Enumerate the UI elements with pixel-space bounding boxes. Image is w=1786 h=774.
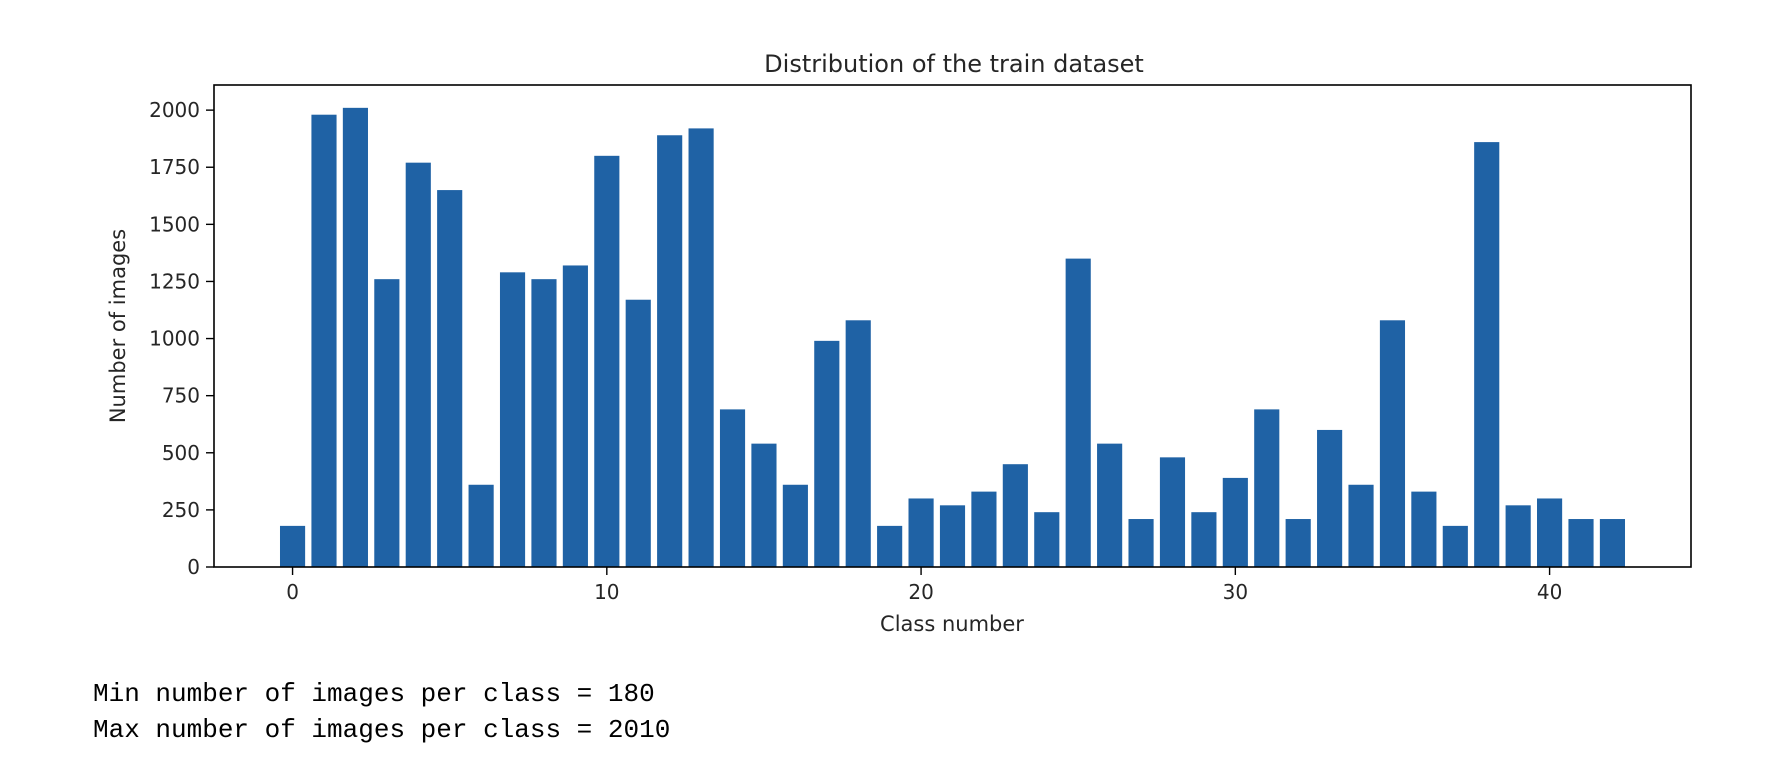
bar-class-7 xyxy=(499,272,526,567)
bar-class-21 xyxy=(939,505,966,567)
bar-class-23 xyxy=(1002,464,1028,567)
bar-class-19 xyxy=(877,525,903,567)
bar-class-13 xyxy=(688,128,714,567)
plot-frame xyxy=(213,84,1692,568)
bar-class-3 xyxy=(374,279,400,567)
bar-class-18 xyxy=(845,320,871,567)
x-tick-label: 40 xyxy=(1537,580,1562,604)
bar-chart: Distribution of the train dataset 0 10 20 3… xyxy=(106,50,1692,636)
x-tick-label: 0 xyxy=(286,580,299,604)
bar-class-22 xyxy=(971,491,997,567)
bar-class-4 xyxy=(405,162,431,568)
bar-class-16 xyxy=(782,484,808,567)
y-tick-label: 250 xyxy=(162,498,200,522)
min-count-output: Min number of images per class = 180 xyxy=(93,679,655,709)
bar-class-0 xyxy=(279,525,306,567)
bar-class-14 xyxy=(719,409,746,567)
bar-class-17 xyxy=(814,340,840,567)
bar-class-31 xyxy=(1254,409,1280,567)
bar-class-24 xyxy=(1034,512,1060,567)
bar-class-30 xyxy=(1222,477,1248,567)
max-count-output: Max number of images per class = 2010 xyxy=(93,715,671,745)
bar-class-27 xyxy=(1128,519,1154,567)
y-tick-label: 500 xyxy=(162,441,200,465)
bar-class-6 xyxy=(468,484,494,567)
bar-class-28 xyxy=(1159,457,1186,567)
bar-class-8 xyxy=(531,279,557,567)
bar-class-42 xyxy=(1599,519,1626,567)
bar-class-5 xyxy=(437,190,463,567)
bar-class-11 xyxy=(625,299,651,567)
bar-class-34 xyxy=(1348,484,1374,567)
bar-class-15 xyxy=(751,443,777,567)
x-tick-label: 20 xyxy=(908,580,933,604)
y-tick-label: 1000 xyxy=(149,327,200,351)
bar-class-35 xyxy=(1379,320,1406,567)
y-tick-label: 0 xyxy=(187,555,200,579)
y-axis-label: Number of images xyxy=(106,229,130,423)
bar-class-32 xyxy=(1285,519,1311,567)
bar-class-36 xyxy=(1411,491,1437,567)
bar-class-10 xyxy=(594,155,620,567)
bar-class-12 xyxy=(657,135,683,567)
x-axis: 0 10 20 30 40 xyxy=(286,567,1562,604)
bar-class-40 xyxy=(1537,498,1563,567)
bar-class-29 xyxy=(1191,512,1217,567)
x-axis-label: Class number xyxy=(880,612,1024,636)
y-axis: 0 250 500 750 1000 1250 1500 1750 2000 xyxy=(149,98,214,579)
y-tick-label: 2000 xyxy=(149,98,200,122)
y-tick-label: 1500 xyxy=(149,212,200,236)
x-tick-label: 10 xyxy=(594,580,619,604)
x-tick-label: 30 xyxy=(1223,580,1248,604)
bar-class-33 xyxy=(1317,429,1343,567)
bar-class-25 xyxy=(1065,258,1091,567)
bar-class-26 xyxy=(1097,443,1123,567)
bar-class-38 xyxy=(1474,142,1500,568)
bar-class-1 xyxy=(311,114,337,567)
bar-class-2 xyxy=(342,107,368,567)
y-tick-label: 750 xyxy=(162,384,200,408)
bars-group xyxy=(279,107,1626,568)
bar-class-41 xyxy=(1568,519,1594,567)
bar-class-20 xyxy=(908,498,934,567)
y-tick-label: 1250 xyxy=(149,269,200,293)
bar-class-39 xyxy=(1505,505,1531,567)
chart-title: Distribution of the train dataset xyxy=(764,50,1144,78)
bar-class-37 xyxy=(1442,525,1468,567)
y-tick-label: 1750 xyxy=(149,155,200,179)
bar-class-9 xyxy=(562,265,588,567)
